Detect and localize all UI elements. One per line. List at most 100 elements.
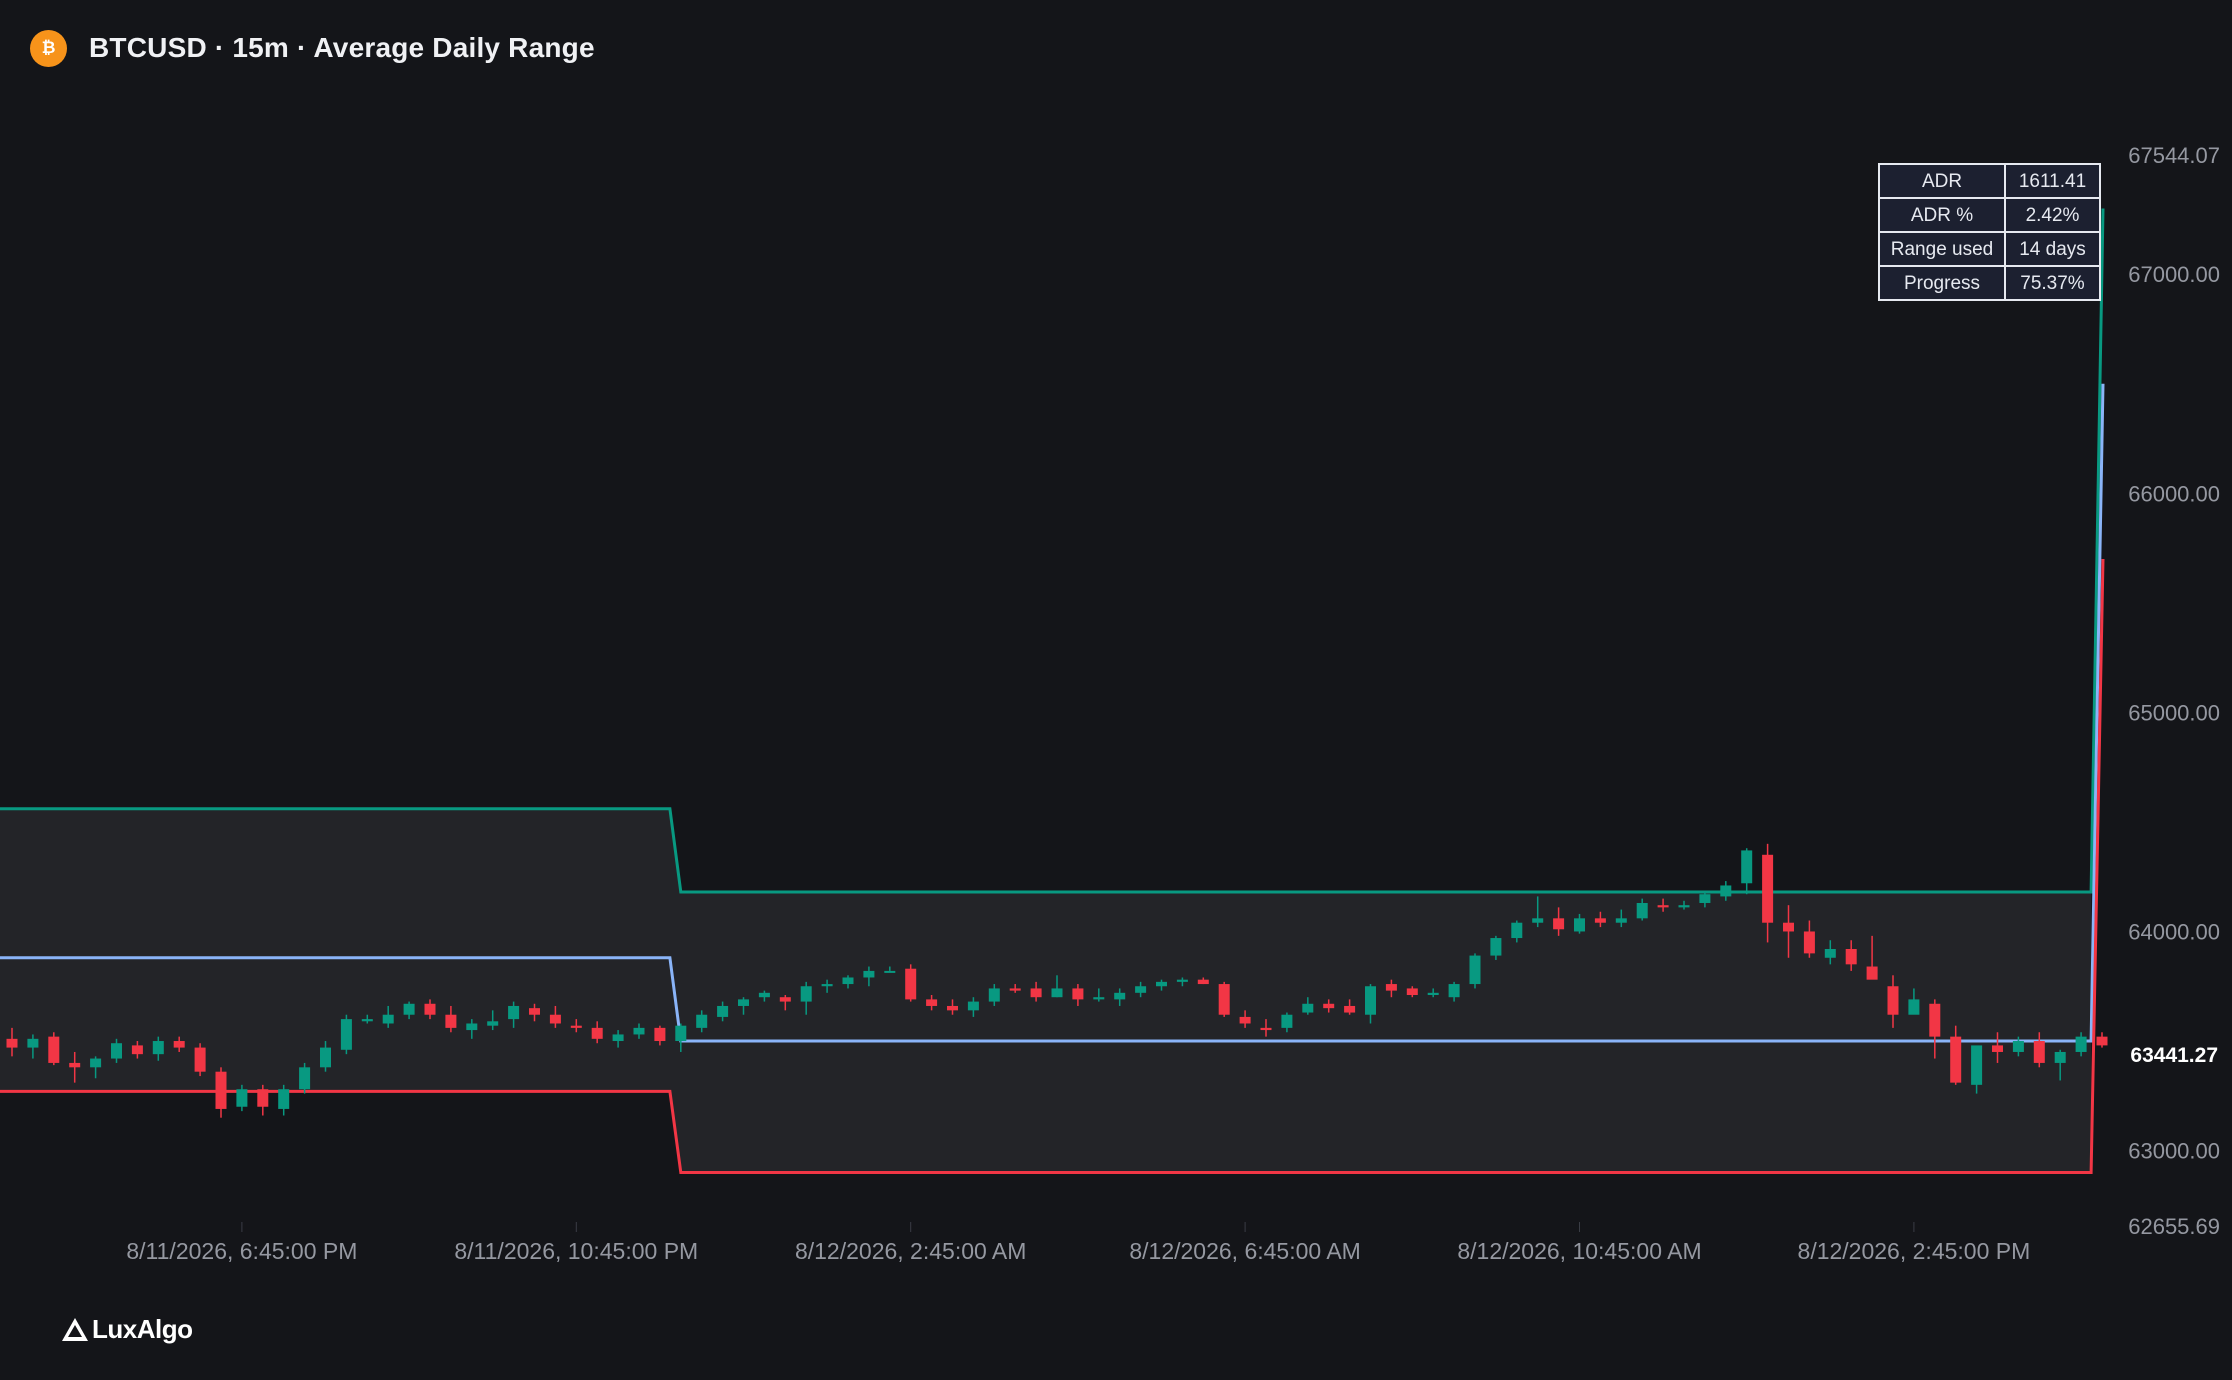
candle-body <box>842 977 854 985</box>
candle-body <box>758 992 770 998</box>
candle-body <box>1114 992 1126 1000</box>
x-tick-label: 8/12/2026, 2:45:00 PM <box>1798 1238 2031 1264</box>
candle-body <box>696 1014 708 1028</box>
candle-body <box>1385 984 1397 991</box>
candle-body <box>111 1043 122 1059</box>
candlestick-chart[interactable]: 67544.07 67000.00 66000.00 65000.00 64000.00… <box>0 0 2232 1300</box>
candle-body <box>90 1058 102 1068</box>
candle-body <box>2033 1041 2045 1063</box>
stats-value-cell <box>2004 231 2101 267</box>
candle-body <box>2075 1036 2087 1052</box>
candle-body <box>27 1038 39 1048</box>
candle-body <box>1971 1045 1983 1085</box>
candle-body <box>738 999 749 1006</box>
candle-body <box>1239 1016 1251 1024</box>
stats-label: ADR <box>1922 171 1962 192</box>
luxalgo-logo: LuxAlgo <box>60 1314 193 1345</box>
adr-range-fill <box>0 808 2092 1173</box>
candle-body <box>1866 966 1878 980</box>
candle-body <box>257 1089 269 1107</box>
candle-body <box>1176 979 1188 982</box>
candle-body <box>1929 1003 1941 1037</box>
candle-body <box>863 970 875 978</box>
candle-body <box>675 1025 687 1042</box>
candle-body <box>1072 988 1084 1000</box>
candle-body <box>1615 918 1627 923</box>
lower-line <box>0 558 2105 1174</box>
candle-body <box>1030 988 1042 998</box>
candle-body <box>591 1027 603 1039</box>
y-tick-label: 62655.69 <box>2128 1214 2220 1239</box>
candle-body <box>1992 1045 2003 1052</box>
stats-value: 2.42% <box>2026 205 2080 226</box>
candle-body <box>2054 1051 2066 1063</box>
brand-name: LuxAlgo <box>92 1314 193 1344</box>
y-tick-label: 66000.00 <box>2128 481 2220 506</box>
candle-body <box>487 1021 499 1026</box>
candle-body <box>69 1062 81 1068</box>
stats-table: ADR 1611.41 ADR % 2.42% Range used 14 days Pro… <box>1878 163 2101 301</box>
candle-body <box>1260 1027 1272 1031</box>
candle-body <box>1532 918 1544 923</box>
candle-body <box>1490 938 1502 956</box>
candle-body <box>1344 1005 1356 1013</box>
candle-body <box>1594 918 1606 923</box>
stats-value: 14 days <box>2019 239 2086 260</box>
luxalgo-triangle-icon <box>62 1317 88 1341</box>
candle-body <box>717 1005 729 1017</box>
candle-body <box>6 1038 18 1048</box>
candle-body <box>1699 894 1711 903</box>
candle-body <box>905 968 917 1000</box>
stats-label: ADR % <box>1911 205 1973 226</box>
candle-body <box>1135 986 1147 993</box>
bitcoin-icon: ₿ <box>30 29 67 67</box>
y-tick-label: 65000.00 <box>2128 700 2220 725</box>
candle-body <box>48 1036 60 1063</box>
candle-body <box>361 1019 373 1022</box>
candle-body <box>1197 979 1209 985</box>
candle-body <box>570 1025 582 1028</box>
candle-body <box>1302 1003 1314 1013</box>
candle-body <box>800 986 812 1002</box>
y-tick-label: 64000.00 <box>2128 919 2220 944</box>
last-price-label: 63441.27 <box>2130 1044 2218 1067</box>
candle-body <box>1803 931 1815 954</box>
candle-body <box>1783 922 1794 932</box>
x-tick-label: 8/11/2026, 6:45:00 PM <box>126 1238 357 1264</box>
chart-header: ₿ BTCUSD · 15m · Average Daily Range <box>30 26 595 70</box>
candle-body <box>1887 986 1899 1015</box>
candle-body <box>278 1089 290 1109</box>
candle-body <box>1636 902 1648 919</box>
candle-body <box>654 1027 666 1042</box>
candle-body <box>1657 905 1669 908</box>
candle-body <box>1469 955 1481 985</box>
candle-body <box>1950 1036 1962 1083</box>
candle-body <box>1720 885 1732 897</box>
candle-body <box>508 1005 520 1020</box>
x-tick-label: 8/11/2026, 10:45:00 PM <box>454 1238 698 1264</box>
candle-body <box>1218 984 1230 1015</box>
candle-body <box>1762 854 1774 923</box>
upper-line <box>0 208 2105 894</box>
candle-body <box>1365 986 1376 1015</box>
candle-body <box>884 970 896 973</box>
candle-body <box>529 1008 540 1015</box>
candle-body <box>403 1003 415 1015</box>
candle-body <box>2012 1041 2024 1052</box>
y-tick-label: 63000.00 <box>2128 1139 2220 1164</box>
chart-title: BTCUSD · 15m · Average Daily Range <box>89 32 595 63</box>
stats-label-cell <box>1878 197 2006 233</box>
candle-body <box>947 1005 958 1011</box>
stats-label: Range used <box>1891 239 1993 260</box>
candle-body <box>1448 984 1460 998</box>
candle-body <box>299 1067 311 1090</box>
candle-body <box>1553 918 1565 930</box>
candle-body <box>549 1014 561 1024</box>
candle-body <box>131 1045 143 1055</box>
time-axis: 8/11/2026, 6:45:00 PM 8/11/2026, 10:45:00… <box>126 1222 2030 1264</box>
candle-body <box>1406 988 1418 996</box>
candle-body <box>1323 1003 1335 1009</box>
price-axis: 67544.07 67000.00 66000.00 65000.00 64000.00… <box>2128 143 2220 1239</box>
candle-body <box>988 988 1000 1002</box>
candle-body <box>152 1041 164 1055</box>
